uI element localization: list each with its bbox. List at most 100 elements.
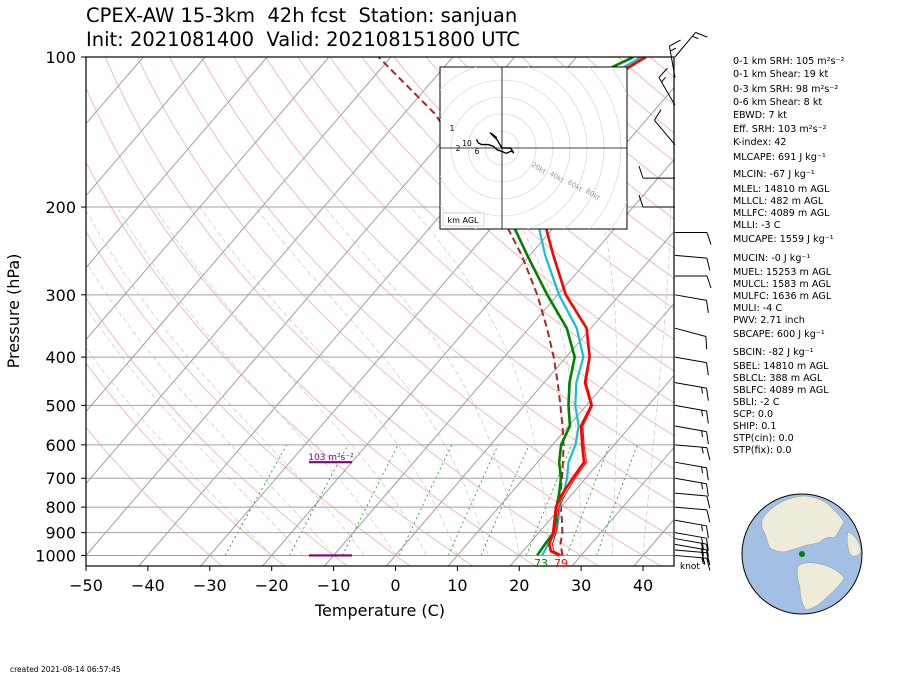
wind-barb-shaft	[674, 254, 707, 259]
parameter-line: MLLFC: 4089 m AGL	[733, 208, 830, 219]
wind-barb-shaft	[674, 294, 707, 301]
wind-barb	[674, 356, 709, 376]
wind-barb-half-flag	[701, 557, 704, 565]
wind-barb	[674, 543, 709, 563]
wind-barb-flag	[638, 194, 644, 208]
wind-barb-shaft	[674, 404, 707, 412]
parameter-line: SBCAPE: 600 J kg⁻¹	[733, 329, 825, 340]
wind-barb-shaft	[674, 538, 707, 545]
wind-barb-flag	[706, 538, 709, 551]
wind-barb-shaft	[674, 506, 707, 511]
wind-barb-half-flag	[701, 387, 704, 394]
wind-barb	[674, 538, 709, 557]
y-tick-label: 900	[45, 524, 76, 543]
isotherm-line	[509, 374, 674, 566]
wind-barb-flag	[706, 362, 709, 376]
wind-barb-flag	[654, 109, 662, 121]
wind-barb	[638, 165, 675, 179]
parameter-line: MULI: -4 C	[733, 303, 783, 314]
parameter-line: STP(fix): 0.0	[733, 445, 792, 456]
hodograph-unit-label: km AGL	[448, 216, 480, 225]
dry-adiabat-line	[201, 57, 674, 504]
wind-barb	[674, 254, 711, 271]
wind-barb-flag	[701, 543, 704, 556]
isotherm-line	[86, 57, 206, 197]
parameter-line: SBCIN: -82 J kg⁻¹	[733, 347, 814, 358]
y-tick-label: 200	[45, 198, 76, 217]
mixing-ratio-line	[447, 444, 499, 556]
y-tick-label: 1000	[35, 546, 76, 565]
wind-barb-flag	[706, 509, 711, 523]
wind-barb-half-flag	[701, 430, 704, 438]
location-globe	[741, 493, 863, 615]
wind-barb-shaft	[674, 32, 696, 58]
wind-barb	[674, 32, 708, 58]
y-tick-label: 400	[45, 348, 76, 367]
wind-barb	[674, 404, 709, 424]
x-tick-label: 10	[447, 576, 467, 595]
moist-adiabat-line	[199, 206, 458, 556]
wind-barb-flag	[638, 165, 644, 179]
mixing-ratio-line	[341, 444, 399, 556]
wind-barb	[674, 327, 708, 350]
wind-barb-shaft	[674, 554, 707, 559]
dry-adiabat-line	[86, 297, 348, 566]
parameter-line: MLCAPE: 691 J kg⁻¹	[733, 152, 826, 163]
wind-barb-flag	[669, 39, 681, 47]
south-america-land	[796, 562, 845, 611]
wind-barb	[668, 39, 681, 78]
dry-adiabat-line	[329, 57, 674, 372]
parameter-line: SBLCL: 388 m AGL	[733, 373, 823, 384]
y-tick-label: 700	[45, 469, 76, 488]
wind-barb-flag	[706, 300, 709, 313]
dry-adiabat-line	[393, 57, 674, 310]
x-tick-label: 30	[571, 576, 591, 595]
y-tick-label: 300	[45, 286, 76, 305]
wind-barb-flag	[705, 336, 708, 350]
wind-barb-shaft	[674, 549, 707, 554]
y-tick-label: 600	[45, 436, 76, 455]
wind-barb-half-flag	[692, 35, 699, 40]
mixing-ratio-line	[224, 444, 288, 556]
parameter-line: MUCIN: -0 J kg⁻¹	[733, 253, 811, 264]
x-tick-label: −20	[255, 576, 289, 595]
parameter-line: SHIP: 0.1	[733, 421, 777, 432]
wind-barb	[674, 294, 709, 313]
isotherm-line	[447, 302, 674, 566]
x-tick-label: −50	[69, 576, 103, 595]
wind-barb-shaft	[668, 46, 676, 78]
wind-barb-flag	[706, 447, 711, 461]
dry-adiabat-line	[297, 57, 674, 404]
isotherm-line	[86, 57, 454, 485]
moist-adiabat-line	[116, 206, 396, 556]
parameter-line: 0-3 km SRH: 98 m²s⁻²	[733, 84, 839, 95]
wind-barb-half-flag	[701, 482, 704, 490]
wind-barb-flag	[706, 483, 709, 497]
north-america-land	[761, 495, 845, 553]
mixing-ratio-line	[480, 444, 530, 556]
wind-barb-shaft	[654, 119, 676, 146]
dry-adiabat-line	[86, 86, 536, 566]
parameter-line: MLCIN: -67 J kg⁻¹	[733, 169, 815, 180]
wind-unit-label: knot	[680, 562, 700, 572]
created-timestamp: created 2021-08-14 06:57:45	[10, 665, 121, 674]
dry-adiabat-line	[86, 161, 474, 566]
hodograph-unit-box	[442, 212, 485, 227]
wind-barb-flag	[706, 232, 712, 245]
dry-adiabat-line	[361, 57, 674, 341]
wind-barb	[674, 461, 709, 481]
parameter-line: K-index: 42	[733, 137, 787, 148]
wind-barb	[674, 519, 709, 539]
parameter-line: MULFC: 1636 m AGL	[733, 291, 832, 302]
dry-adiabat-line	[86, 426, 223, 566]
parameter-line: Eff. SRH: 103 m²s⁻²	[733, 124, 827, 135]
isotherm-line	[386, 230, 674, 566]
wind-barb-shaft	[674, 492, 707, 497]
wind-barb-half-flag	[670, 47, 677, 52]
x-tick-label: 20	[509, 576, 529, 595]
wind-barb-shaft	[674, 532, 707, 539]
wind-barb-flag	[706, 275, 712, 289]
parameter-line: 0-1 km SRH: 105 m²s⁻²	[733, 56, 845, 67]
mixing-ratio-line	[566, 444, 611, 556]
